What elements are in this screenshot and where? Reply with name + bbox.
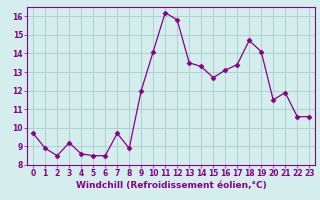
X-axis label: Windchill (Refroidissement éolien,°C): Windchill (Refroidissement éolien,°C)	[76, 181, 267, 190]
